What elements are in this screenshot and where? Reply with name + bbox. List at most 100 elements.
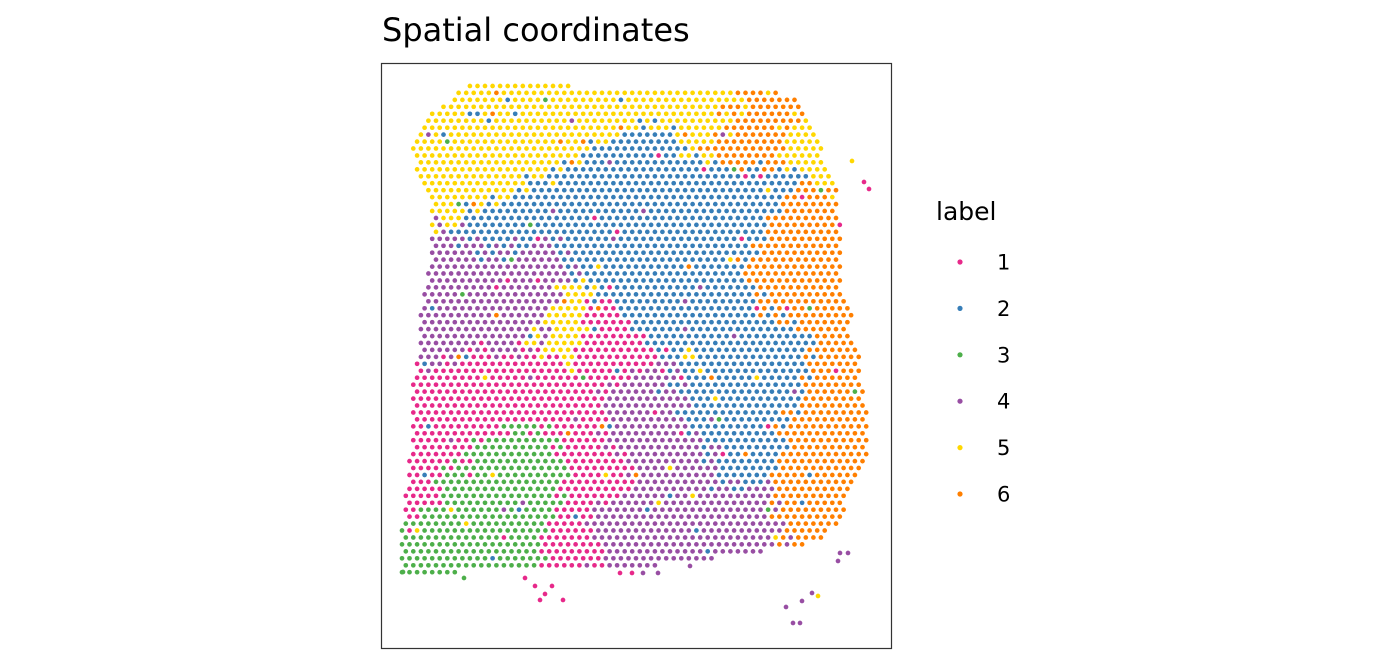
spot-point	[592, 104, 597, 110]
spot-point	[694, 361, 699, 367]
spot-point	[626, 236, 631, 242]
spot-point	[656, 125, 661, 131]
spot-point	[603, 153, 609, 158]
spot-point	[678, 292, 684, 297]
spot-point	[795, 451, 801, 457]
spot-point	[845, 430, 850, 436]
spot-point	[618, 319, 624, 325]
spot-point	[573, 278, 578, 283]
spot-point	[633, 444, 639, 450]
spot-point	[807, 222, 812, 228]
spot-point	[433, 493, 439, 499]
spot-point	[614, 410, 620, 415]
spot-point	[603, 514, 609, 519]
spot-point	[652, 354, 658, 360]
spot-point	[845, 550, 851, 556]
spot-point	[758, 535, 763, 540]
spot-point	[497, 472, 503, 478]
spot-point	[475, 430, 480, 436]
spot-point	[512, 389, 518, 394]
spot-point	[826, 173, 831, 179]
spot-point	[497, 139, 503, 144]
spot-point	[607, 132, 612, 137]
spot-point	[618, 167, 624, 172]
spot-point	[795, 354, 801, 360]
spot-point	[486, 340, 492, 346]
spot-point	[644, 243, 650, 249]
spot-point	[675, 521, 680, 526]
spot-point	[524, 160, 529, 165]
spot-point	[543, 528, 548, 533]
spot-point	[486, 382, 492, 388]
spot-point	[444, 125, 450, 131]
spot-point	[546, 424, 552, 429]
spot-point	[777, 292, 782, 297]
spot-point	[505, 375, 511, 381]
spot-point	[754, 472, 760, 478]
spot-point	[663, 264, 669, 269]
spot-point	[780, 493, 786, 499]
spot-point	[433, 215, 439, 221]
spot-point	[588, 347, 594, 353]
spot-point	[629, 132, 635, 137]
spot-point	[622, 507, 628, 513]
spot-point	[516, 507, 522, 513]
spot-point	[743, 368, 748, 374]
spot-point	[637, 382, 643, 388]
spot-point	[641, 430, 646, 436]
spot-point	[750, 104, 756, 110]
spot-point	[784, 278, 790, 283]
spot-point	[716, 292, 722, 297]
spot-point	[686, 375, 692, 381]
spot-point	[599, 507, 605, 513]
spot-point	[712, 271, 718, 276]
spot-point	[841, 326, 846, 332]
spot-point	[671, 167, 677, 172]
spot-point	[437, 305, 443, 311]
spot-point	[603, 292, 609, 297]
spot-point	[739, 403, 745, 408]
spot-point	[569, 493, 575, 499]
spot-point	[678, 444, 684, 450]
spot-point	[818, 187, 824, 193]
spot-point	[811, 451, 816, 457]
spot-point	[584, 410, 590, 415]
spot-point	[482, 236, 488, 242]
spot-point	[448, 160, 454, 165]
spot-point	[765, 187, 771, 193]
spot-point	[754, 180, 760, 186]
spot-point	[494, 465, 499, 471]
spot-point	[716, 222, 722, 228]
spot-point	[788, 507, 794, 513]
spot-point	[716, 167, 722, 172]
spot-point	[452, 333, 458, 339]
spot-point	[482, 278, 488, 283]
spot-point	[731, 153, 737, 158]
spot-point	[644, 549, 650, 554]
spot-point	[792, 347, 797, 353]
spot-point	[444, 319, 450, 325]
spot-point	[758, 465, 763, 471]
spot-point	[652, 285, 658, 290]
spot-point	[531, 326, 537, 332]
spot-point	[769, 417, 775, 422]
spot-point	[478, 507, 484, 513]
spot-point	[611, 375, 616, 381]
spot-point	[531, 382, 537, 388]
spot-point	[637, 271, 643, 276]
spot-point	[584, 465, 590, 471]
spot-point	[822, 430, 828, 436]
spot-point	[486, 535, 492, 540]
spot-point	[626, 180, 631, 186]
spot-point	[561, 104, 567, 110]
spot-point	[712, 493, 718, 499]
spot-point	[761, 139, 767, 144]
spot-point	[644, 132, 650, 137]
spot-point	[478, 354, 484, 360]
spot-point	[792, 444, 797, 450]
spot-point	[497, 542, 503, 547]
spot-point	[460, 375, 465, 381]
spot-point	[410, 396, 416, 401]
spot-point	[633, 458, 639, 464]
spot-point	[811, 521, 816, 526]
